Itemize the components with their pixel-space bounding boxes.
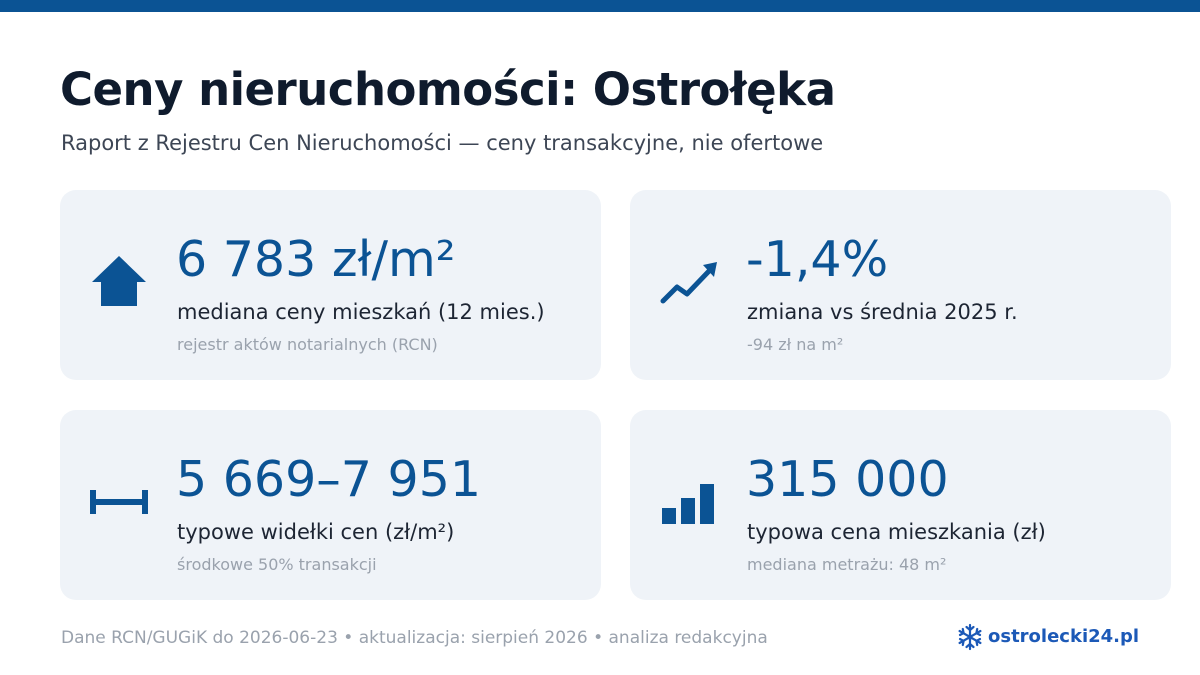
stat-note: środkowe 50% transakcji	[177, 555, 377, 574]
page-title: Ceny nieruchomości: Ostrołęka	[60, 63, 836, 116]
brand-name[interactable]: ostrolecki24.pl	[988, 626, 1140, 647]
stat-label: zmiana vs średnia 2025 r.	[747, 300, 1018, 324]
stat-label: mediana ceny mieszkań (12 mies.)	[177, 300, 545, 324]
stat-value: 315 000	[746, 451, 949, 508]
trend-up-icon	[660, 250, 718, 310]
stat-card-change: -1,4% zmiana vs średnia 2025 r. -94 zł n…	[630, 190, 1171, 380]
stat-value: 5 669–7 951	[176, 451, 482, 508]
stat-label: typowa cena mieszkania (zł)	[747, 520, 1046, 544]
stat-value: -1,4%	[746, 231, 889, 288]
top-accent-bar	[0, 0, 1200, 12]
bar-chart-icon	[660, 470, 718, 530]
snowflake-logo-icon	[956, 623, 984, 651]
range-icon	[90, 470, 148, 530]
house-icon	[90, 250, 148, 310]
stat-value: 6 783 zł/m²	[176, 231, 456, 288]
footer-source: Dane RCN/GUGiK do 2026-06-23 • aktualiza…	[61, 628, 768, 648]
brand-logo: ostrolecki24.pl	[956, 622, 1139, 652]
stat-note: rejestr aktów notarialnych (RCN)	[177, 335, 438, 354]
stat-card-median-price: 6 783 zł/m² mediana ceny mieszkań (12 mi…	[60, 190, 601, 380]
stat-note: -94 zł na m²	[747, 335, 844, 354]
stat-card-price-range: 5 669–7 951 typowe widełki cen (zł/m²) ś…	[60, 410, 601, 600]
stat-note: mediana metrażu: 48 m²	[747, 555, 947, 574]
stat-card-typical-price: 315 000 typowa cena mieszkania (zł) medi…	[630, 410, 1171, 600]
page-subtitle: Raport z Rejestru Cen Nieruchomości — ce…	[61, 131, 824, 155]
stat-label: typowe widełki cen (zł/m²)	[177, 520, 455, 544]
